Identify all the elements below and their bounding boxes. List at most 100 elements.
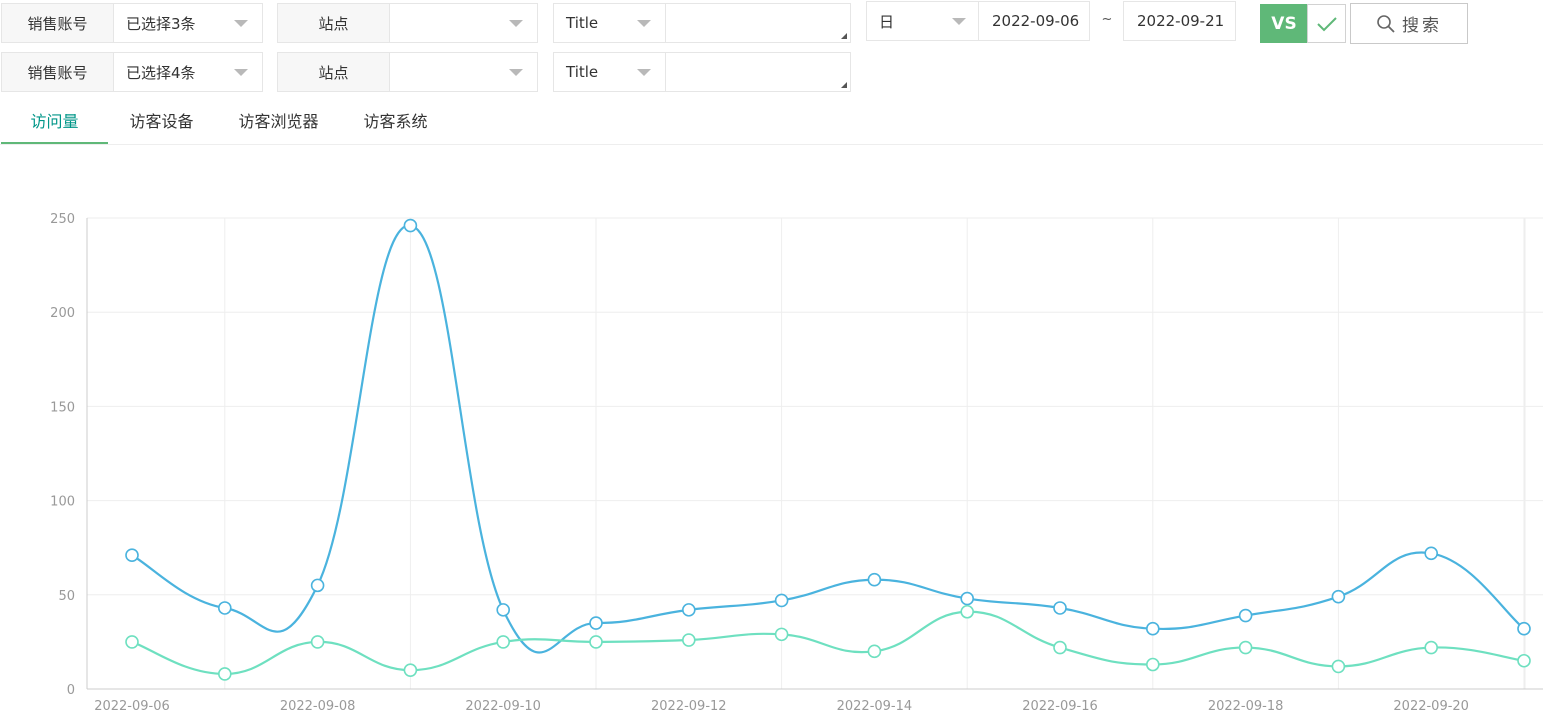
- chevron-down-icon: [637, 69, 651, 76]
- data-point: [960, 604, 975, 619]
- chart-points: [125, 218, 1531, 681]
- chevron-down-icon: [637, 20, 651, 27]
- data-point: [1238, 608, 1253, 623]
- data-point: [1053, 640, 1067, 655]
- y-tick-label: 0: [67, 683, 75, 698]
- data-point: [218, 601, 232, 615]
- data-point: [310, 578, 325, 593]
- x-tick-label: 2022-09-06: [94, 699, 170, 714]
- resize-handle-icon[interactable]: [841, 82, 847, 88]
- y-tick-label: 150: [50, 400, 75, 415]
- data-point: [589, 616, 603, 630]
- data-point: [589, 635, 603, 649]
- data-point: [1331, 589, 1346, 604]
- granularity-select[interactable]: 日: [867, 2, 979, 40]
- chart-grid: [87, 217, 1543, 689]
- data-point: [867, 644, 882, 659]
- y-tick-label: 200: [50, 306, 75, 321]
- chart-tabs: 访问量 访客设备 访客浏览器 访客系统: [0, 96, 1543, 145]
- sales-account-label: 销售账号: [2, 53, 114, 91]
- data-point: [403, 218, 418, 233]
- tab-visitor-systems[interactable]: 访客系统: [363, 111, 428, 131]
- x-tick-label: 2022-09-20: [1393, 699, 1469, 714]
- x-tick-label: 2022-09-14: [837, 699, 913, 714]
- x-tick-label: 2022-09-18: [1208, 699, 1284, 714]
- tab-visits[interactable]: 访问量: [1, 96, 108, 144]
- x-tick-label: 2022-09-10: [465, 699, 541, 714]
- vs-toggle-checkbox[interactable]: [1307, 4, 1346, 43]
- data-point: [681, 603, 696, 617]
- y-tick-label: 250: [50, 212, 75, 227]
- sales-account-select[interactable]: 已选择4条: [114, 53, 262, 91]
- sales-account-label: 销售账号: [2, 4, 114, 42]
- data-point: [681, 633, 696, 647]
- chevron-down-icon: [952, 18, 966, 25]
- data-point: [218, 667, 232, 681]
- title-type-select[interactable]: Title: [554, 4, 666, 42]
- site-label: 站点: [278, 4, 390, 42]
- resize-handle-icon[interactable]: [841, 33, 847, 39]
- data-point: [1146, 621, 1160, 636]
- site-filter-1: 站点: [277, 3, 538, 43]
- data-point: [1331, 659, 1346, 674]
- check-icon: [1316, 16, 1337, 31]
- series-line-2: [131, 610, 1525, 676]
- y-tick-label: 100: [50, 495, 75, 510]
- title-textarea[interactable]: [666, 53, 850, 91]
- title-filter-2: Title: [553, 52, 851, 92]
- chevron-down-icon: [509, 69, 523, 76]
- data-point: [496, 635, 511, 649]
- date-from-value: 2022-09-06: [992, 12, 1080, 30]
- date-range-group: 日 2022-09-06: [866, 1, 1090, 41]
- title-type-value: Title: [566, 63, 599, 81]
- chart-series: [131, 224, 1525, 676]
- chevron-down-icon: [509, 20, 523, 27]
- sales-account-filter-2: 销售账号 已选择4条: [1, 52, 263, 92]
- data-point: [1146, 657, 1160, 672]
- data-point: [496, 603, 511, 617]
- x-tick-label: 2022-09-16: [1022, 699, 1098, 714]
- granularity-value: 日: [879, 12, 895, 31]
- vs-compare-button[interactable]: VS: [1260, 4, 1308, 43]
- search-label: 搜索: [1402, 16, 1442, 36]
- chevron-down-icon: [234, 20, 248, 27]
- data-point: [403, 663, 418, 677]
- site-filter-2: 站点: [277, 52, 538, 92]
- data-point: [1053, 601, 1067, 615]
- sales-account-filter-1: 销售账号 已选择3条: [1, 3, 263, 43]
- title-textarea[interactable]: [666, 4, 850, 42]
- x-tick-label: 2022-09-08: [280, 699, 356, 714]
- date-to-value: 2022-09-21: [1137, 12, 1225, 30]
- data-point: [125, 548, 139, 563]
- search-button[interactable]: 搜索: [1350, 3, 1468, 44]
- title-type-value: Title: [566, 14, 599, 32]
- data-point: [1517, 621, 1531, 636]
- x-tick-label: 2022-09-12: [651, 699, 727, 714]
- title-filter-1: Title: [553, 3, 851, 43]
- data-point: [960, 591, 975, 606]
- date-from-input[interactable]: 2022-09-06: [979, 2, 1089, 40]
- tab-visitor-browsers[interactable]: 访客浏览器: [238, 111, 319, 131]
- data-point: [1238, 640, 1253, 655]
- sales-account-value: 已选择3条: [126, 14, 196, 33]
- tab-visitor-devices[interactable]: 访客设备: [129, 111, 194, 131]
- data-point: [1424, 640, 1438, 655]
- data-point: [1424, 546, 1438, 561]
- data-point: [310, 635, 325, 649]
- data-point: [774, 627, 789, 642]
- sales-account-value: 已选择4条: [126, 63, 196, 82]
- chart-axes: 0 50 100 150 200 250 2022-09-06 2022-09-08 2022-…: [50, 212, 1543, 714]
- site-select[interactable]: [390, 4, 537, 42]
- data-point: [774, 593, 789, 608]
- data-point: [125, 635, 139, 649]
- y-tick-label: 50: [58, 589, 75, 604]
- sales-account-select[interactable]: 已选择3条: [114, 4, 262, 42]
- site-select[interactable]: [390, 53, 537, 91]
- chevron-down-icon: [234, 69, 248, 76]
- date-to-input[interactable]: 2022-09-21: [1123, 1, 1236, 41]
- data-point: [867, 572, 882, 587]
- title-type-select[interactable]: Title: [554, 53, 666, 91]
- series-line-1: [131, 224, 1525, 654]
- data-point: [1517, 653, 1531, 668]
